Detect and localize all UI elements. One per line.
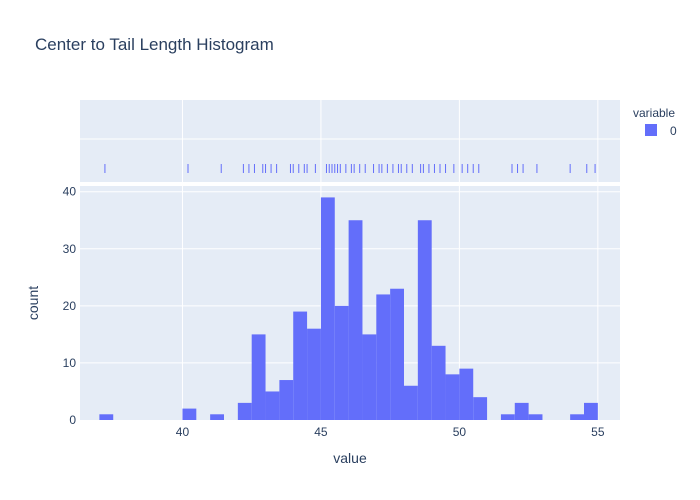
x-tick-label: 50 bbox=[453, 425, 467, 439]
histogram-bar[interactable] bbox=[459, 368, 474, 420]
histogram-bar[interactable] bbox=[320, 197, 335, 420]
histogram-bar[interactable] bbox=[376, 294, 391, 420]
histogram-bar[interactable] bbox=[500, 414, 515, 420]
histogram-bar[interactable] bbox=[265, 391, 280, 420]
histogram-bar[interactable] bbox=[431, 345, 446, 420]
rug-gridlines bbox=[80, 100, 620, 182]
histogram-bar[interactable] bbox=[251, 334, 266, 420]
histogram-bar[interactable] bbox=[210, 414, 224, 420]
histogram-bar[interactable] bbox=[99, 414, 114, 420]
histogram-bar[interactable] bbox=[237, 402, 252, 420]
histogram-bar[interactable] bbox=[570, 414, 584, 420]
rug-plot-area bbox=[80, 100, 620, 182]
histogram-bars bbox=[99, 197, 598, 420]
histogram-bar[interactable] bbox=[514, 402, 529, 420]
legend-title: variable bbox=[633, 106, 675, 120]
histogram-bar[interactable] bbox=[445, 374, 460, 420]
y-axis-ticks: 0 10 20 30 40 bbox=[63, 185, 77, 427]
y-tick-label: 10 bbox=[63, 356, 77, 370]
rug-marks bbox=[104, 164, 596, 173]
legend: variable 0 bbox=[633, 106, 677, 138]
x-axis-label: value bbox=[333, 450, 367, 466]
y-tick-label: 40 bbox=[63, 185, 77, 199]
histogram-bar[interactable] bbox=[584, 402, 598, 420]
chart-title: Center to Tail Length Histogram bbox=[35, 35, 274, 54]
histogram-bar[interactable] bbox=[362, 334, 377, 420]
y-tick-label: 0 bbox=[69, 413, 76, 427]
histogram-bar[interactable] bbox=[473, 397, 488, 420]
histogram-bar[interactable] bbox=[390, 288, 404, 420]
histogram-bar[interactable] bbox=[307, 328, 321, 420]
histogram-bar[interactable] bbox=[528, 414, 543, 420]
legend-swatch-0[interactable] bbox=[645, 124, 657, 136]
x-tick-label: 55 bbox=[591, 425, 605, 439]
histogram-bar[interactable] bbox=[293, 311, 308, 420]
histogram-bar[interactable] bbox=[182, 408, 197, 420]
y-axis-label: count bbox=[25, 286, 41, 320]
x-tick-label: 40 bbox=[176, 425, 190, 439]
histogram-bar[interactable] bbox=[348, 220, 363, 420]
y-tick-label: 30 bbox=[63, 242, 77, 256]
x-axis-ticks: 40 45 50 55 bbox=[176, 425, 605, 439]
histogram-bar[interactable] bbox=[417, 220, 432, 420]
histogram-bar[interactable] bbox=[334, 305, 349, 420]
histogram-bar[interactable] bbox=[404, 385, 418, 420]
legend-entry-0[interactable]: 0 bbox=[670, 124, 677, 138]
y-tick-label: 20 bbox=[63, 299, 77, 313]
x-tick-label: 45 bbox=[314, 425, 328, 439]
histogram-bar[interactable] bbox=[279, 380, 294, 420]
